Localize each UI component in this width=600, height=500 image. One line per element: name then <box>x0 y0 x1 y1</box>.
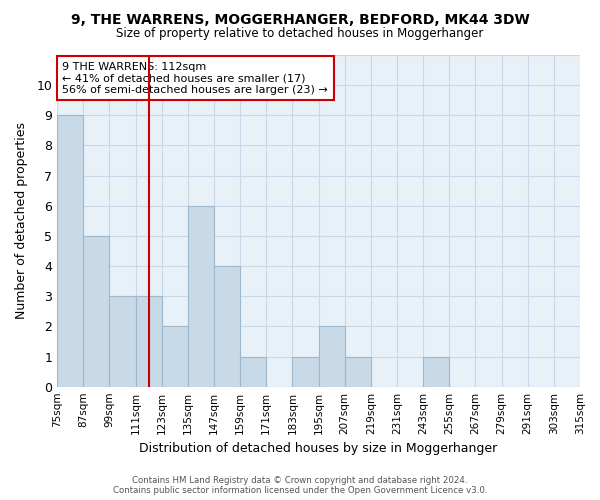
Bar <box>292 356 319 386</box>
Bar <box>83 236 109 386</box>
X-axis label: Distribution of detached houses by size in Moggerhanger: Distribution of detached houses by size … <box>139 442 497 455</box>
Bar <box>161 326 188 386</box>
Bar <box>214 266 240 386</box>
Bar <box>109 296 136 386</box>
Bar <box>423 356 449 386</box>
Bar <box>240 356 266 386</box>
Bar <box>57 116 83 386</box>
Y-axis label: Number of detached properties: Number of detached properties <box>15 122 28 320</box>
Text: Size of property relative to detached houses in Moggerhanger: Size of property relative to detached ho… <box>116 28 484 40</box>
Bar <box>344 356 371 386</box>
Bar <box>188 206 214 386</box>
Bar <box>319 326 344 386</box>
Bar <box>136 296 161 386</box>
Text: Contains HM Land Registry data © Crown copyright and database right 2024.
Contai: Contains HM Land Registry data © Crown c… <box>113 476 487 495</box>
Text: 9, THE WARRENS, MOGGERHANGER, BEDFORD, MK44 3DW: 9, THE WARRENS, MOGGERHANGER, BEDFORD, M… <box>71 12 529 26</box>
Text: 9 THE WARRENS: 112sqm
← 41% of detached houses are smaller (17)
56% of semi-deta: 9 THE WARRENS: 112sqm ← 41% of detached … <box>62 62 328 95</box>
